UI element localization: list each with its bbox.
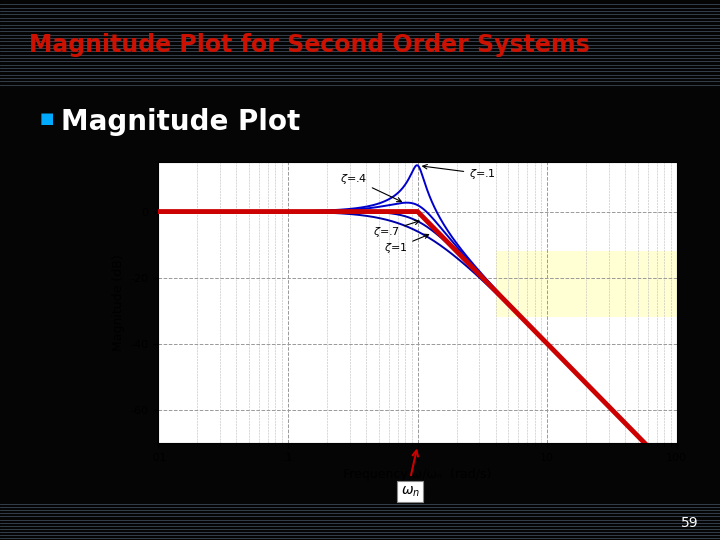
Bar — [495, 251, 677, 318]
Text: $\omega_n$: $\omega_n$ — [401, 484, 420, 498]
Text: $\zeta$=.7: $\zeta$=.7 — [373, 220, 419, 239]
Text: Magnitude Plot: Magnitude Plot — [61, 108, 300, 136]
Text: $\zeta$=.1: $\zeta$=.1 — [423, 165, 496, 181]
Text: 59: 59 — [681, 516, 698, 530]
Y-axis label: Magnitude (dB): Magnitude (dB) — [112, 254, 125, 351]
Text: $\zeta$=.4: $\zeta$=.4 — [340, 172, 402, 201]
X-axis label: Frequency ω/ωₙ  (rad/s): Frequency ω/ωₙ (rad/s) — [343, 468, 492, 481]
Text: Magnitude Plot for Second Order Systems: Magnitude Plot for Second Order Systems — [29, 32, 590, 57]
Text: $\zeta$=1: $\zeta$=1 — [384, 234, 428, 255]
Text: ■: ■ — [40, 111, 54, 126]
